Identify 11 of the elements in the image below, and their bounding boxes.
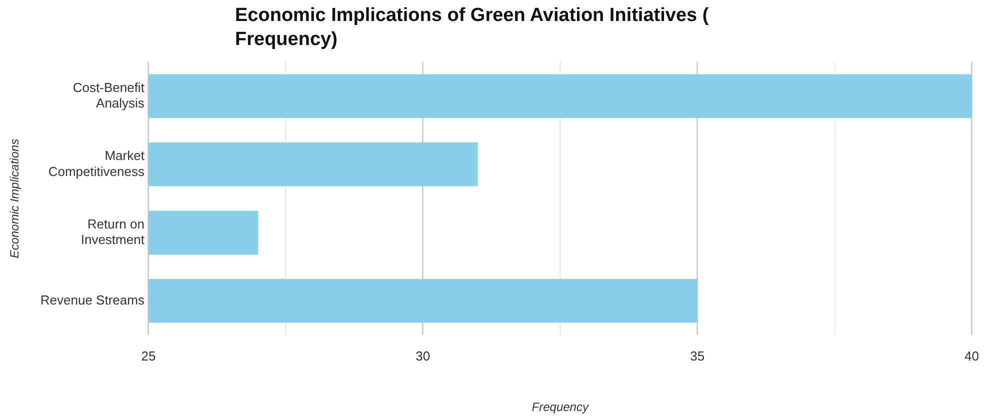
y-tick-label: Return on Investment [80, 216, 145, 248]
y-axis-title: Economic Implications [8, 138, 22, 258]
x-tick-label: 30 [416, 348, 430, 364]
x-tick-label: 25 [141, 348, 156, 364]
y-tick-label: Revenue Streams [40, 292, 145, 308]
y-tick-label: Cost-Benefit Analysis [72, 80, 145, 111]
chart-title: Economic Implications of Green Aviation Initiatives ( Frequency) [235, 4, 710, 52]
x-tick-label: 35 [690, 348, 705, 364]
y-tick-label: Market Competitiveness [48, 148, 145, 179]
x-tick-label: 40 [964, 348, 980, 364]
x-axis-title: Frequency [532, 400, 590, 414]
